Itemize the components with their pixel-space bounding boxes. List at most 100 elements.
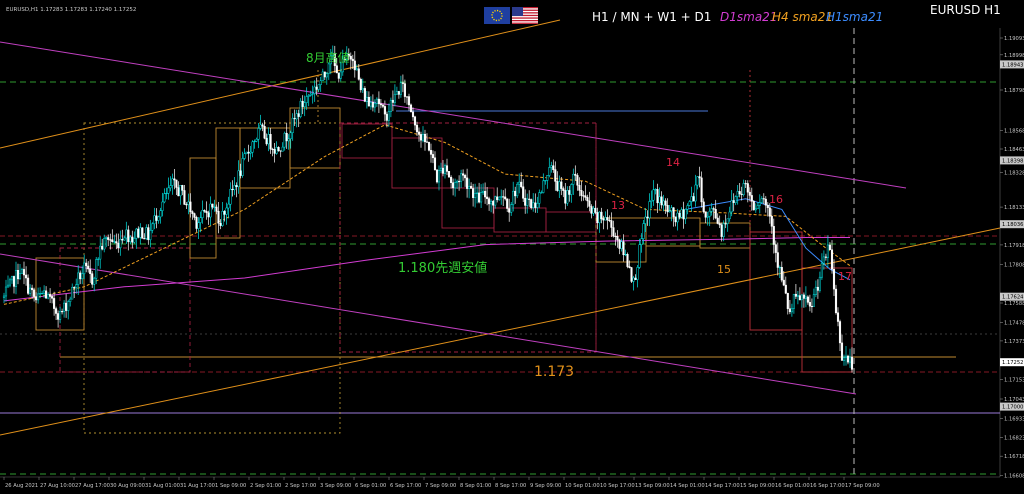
candle-body-18 <box>39 293 42 295</box>
candle-body-181 <box>365 96 368 102</box>
candle-body-375 <box>754 208 757 211</box>
candle-body-365 <box>734 196 737 203</box>
candle-body-156 <box>315 86 318 90</box>
candle-body-126 <box>255 138 258 142</box>
candle-body-280 <box>564 190 567 204</box>
candle-body-32 <box>67 301 70 311</box>
candle-body-345 <box>694 184 697 202</box>
candle-body-151 <box>305 96 308 103</box>
candle-body-411 <box>826 244 829 258</box>
candle-body-217 <box>437 170 441 183</box>
price-box-3 <box>1000 292 1024 301</box>
candle-body-356 <box>716 217 719 224</box>
candle-body-23 <box>49 294 52 297</box>
eu-flag-icon <box>484 7 510 24</box>
candle-body-168 <box>339 71 342 79</box>
trendline-lower-channel <box>0 227 1001 436</box>
annotation-14: 14 <box>666 156 680 169</box>
candle-body-346 <box>696 176 699 186</box>
candle-body-46 <box>95 259 98 279</box>
candle-body-294 <box>592 207 595 214</box>
candle-body-357 <box>718 223 721 226</box>
candle-body-273 <box>550 165 553 168</box>
candle-body-388 <box>780 267 783 281</box>
candle-body-230 <box>464 175 467 179</box>
time-tick-label-21: 15 Sep 09:00 <box>740 483 775 489</box>
candle-body-94 <box>191 211 194 214</box>
candle-body-130 <box>263 126 266 139</box>
candle-body-213 <box>429 150 433 155</box>
trendline-down-lower <box>0 253 857 395</box>
candle-body-195 <box>393 93 396 103</box>
time-tick-label-1: 27 Aug 10:00 <box>40 483 75 489</box>
candle-body-266 <box>536 203 539 208</box>
candle-body-321 <box>646 216 649 219</box>
candle-body-258 <box>520 181 523 188</box>
candle-body-10 <box>22 269 26 276</box>
candle-body-180 <box>363 88 366 102</box>
candle-body-142 <box>287 138 290 142</box>
candle-body-70 <box>143 238 146 240</box>
candle-body-162 <box>327 63 330 74</box>
candle-body-139 <box>281 146 284 152</box>
candle-body-318 <box>640 238 643 245</box>
candle-body-144 <box>291 117 294 133</box>
candle-body-51 <box>105 237 108 239</box>
candle-body-128 <box>259 124 262 129</box>
candle-body-44 <box>91 273 94 285</box>
price-tick-label-2: 1.18798 <box>1004 88 1024 94</box>
candle-body-270 <box>544 180 547 182</box>
candle-body-255 <box>514 190 517 197</box>
candle-body-138 <box>279 150 282 152</box>
candles-layer <box>2 45 854 373</box>
candle-body-383 <box>770 215 773 227</box>
candle-body-247 <box>498 196 501 201</box>
candle-body-347 <box>698 176 701 179</box>
candle-body-396 <box>796 295 799 297</box>
candle-body-343 <box>690 196 693 202</box>
candle-body-227 <box>458 180 461 183</box>
candle-body-335 <box>674 216 677 223</box>
candle-body-114 <box>231 188 234 191</box>
price-tick-label-4: 1.18463 <box>1004 147 1024 153</box>
candle-body-353 <box>710 208 713 212</box>
candle-body-420 <box>844 355 848 358</box>
candle-body-269 <box>542 180 545 193</box>
candle-body-220 <box>443 165 447 174</box>
candle-body-85 <box>173 178 176 181</box>
candle-body-377 <box>758 202 761 206</box>
period-box-8 <box>391 137 443 189</box>
candle-body-183 <box>369 101 372 107</box>
candle-body-405 <box>814 286 817 295</box>
candle-body-209 <box>421 133 425 141</box>
candle-body-15 <box>33 289 36 297</box>
candle-body-368 <box>740 193 743 195</box>
candle-body-354 <box>712 208 715 210</box>
candle-body-267 <box>538 192 541 204</box>
candle-body-370 <box>744 183 747 185</box>
trendlines-layer[interactable] <box>0 19 1001 436</box>
candle-body-329 <box>662 200 665 206</box>
candle-body-297 <box>598 211 601 224</box>
candle-body-282 <box>568 190 571 195</box>
candle-body-100 <box>203 210 206 212</box>
candle-body-376 <box>756 205 759 210</box>
candle-body-110 <box>223 211 226 215</box>
candle-body-404 <box>812 294 815 307</box>
candle-body-311 <box>626 254 629 267</box>
candle-body-418 <box>840 342 844 361</box>
candle-body-275 <box>554 169 557 182</box>
annotation-aug-high: 8月高値 <box>306 50 350 65</box>
candle-body-26 <box>55 308 58 314</box>
candle-body-249 <box>502 196 505 198</box>
candle-body-260 <box>524 197 527 206</box>
candle-body-314 <box>632 277 635 282</box>
candle-body-55 <box>113 241 116 243</box>
candle-body-408 <box>820 262 823 278</box>
candle-body-186 <box>375 98 378 104</box>
candle-body-28 <box>59 311 62 320</box>
candle-body-221 <box>445 165 449 172</box>
candle-body-177 <box>357 68 360 80</box>
candle-body-387 <box>778 267 781 269</box>
